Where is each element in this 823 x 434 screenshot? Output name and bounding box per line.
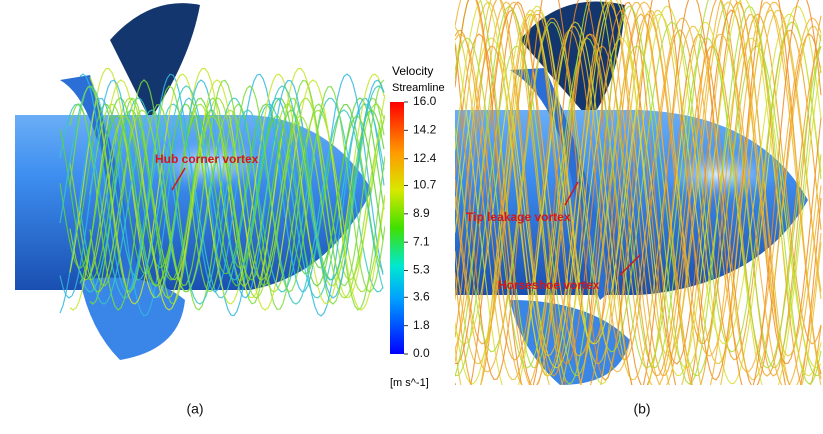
tick-label: 16.0	[413, 94, 437, 108]
caption: (a)	[186, 401, 203, 417]
colorbar-title: Velocity	[392, 64, 433, 78]
tick-label: 0.0	[413, 346, 430, 360]
annotation: Tip leakage vortex	[466, 210, 571, 224]
panel-a: Hub corner vortex	[15, 3, 385, 360]
colorbar-subtitle: Streamline	[392, 82, 445, 94]
colorbar: Velocity Streamline [m s^-1] 16.0 14.2 12.…	[390, 64, 445, 389]
annotation: Horseshoe vortex	[498, 278, 600, 292]
figure: Hub corner vortex Tip leakage vortex Hor…	[0, 0, 823, 429]
tick-label: 12.4	[413, 151, 437, 165]
colorbar-unit: [m s^-1]	[390, 377, 429, 389]
tick-label: 3.6	[413, 289, 430, 303]
tick-label: 1.8	[413, 318, 430, 332]
caption: (b)	[633, 401, 650, 417]
panel-b: Tip leakage vortex Horseshoe vortex	[455, 0, 821, 412]
tick-label: 5.3	[413, 263, 430, 277]
tick-label: 8.9	[413, 206, 430, 220]
annotation: Hub corner vortex	[155, 152, 259, 166]
tick-label: 7.1	[413, 234, 430, 248]
colorbar-scale	[390, 102, 404, 354]
tick-label: 14.2	[413, 123, 437, 137]
tick-label: 10.7	[413, 178, 437, 192]
